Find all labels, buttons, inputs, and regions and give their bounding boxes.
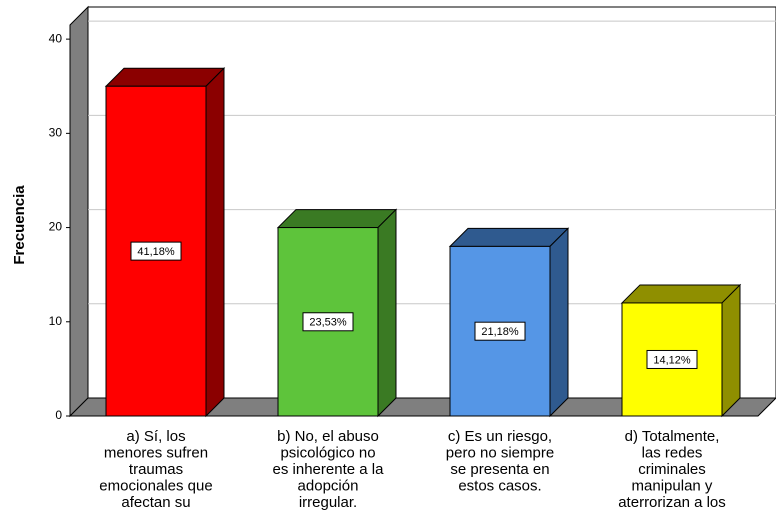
data-label-box [130,241,182,261]
x-tick-label: emocionales que [99,477,212,494]
data-label: 14,12% [653,354,691,366]
x-tick-label: menores sufren [104,444,208,461]
x-tick-label: es inherente a la [273,461,385,478]
x-tick-label: traumas [129,461,183,478]
y-tick-label: 30 [49,126,63,140]
x-tick-label: las redes [642,444,703,461]
bar-top [620,284,742,304]
data-label-box [646,349,698,369]
y-axis-label: Frecuencia [11,185,28,265]
bar-side [721,283,741,418]
x-tick-label: estos casos. [458,477,541,494]
data-label: 23,53% [309,317,347,329]
bar-top [448,227,570,247]
side-wall [69,5,89,418]
y-tick-label: 0 [55,408,62,422]
x-tick-label: adopción [298,477,359,494]
x-tick-label: manipulan y [632,477,713,494]
y-tick-label: 20 [49,220,63,234]
bar-top [104,67,226,87]
x-tick-label: psicológico no [280,444,375,461]
y-tick-label: 10 [49,314,63,328]
bar-top [276,209,398,229]
x-tick-label: aterrorizan a los [618,494,726,511]
x-tick-label: c) Es un riesgo, [448,428,552,445]
bar-side [549,227,569,418]
x-tick-label: irregular. [299,494,357,511]
x-tick-label: pero no siempre [446,444,554,461]
x-tick-label: criminales [638,461,706,478]
bar-side [205,67,225,418]
bar-side [377,208,397,418]
data-label-box [302,312,354,332]
data-label: 21,18% [481,326,519,338]
x-tick-label: b) No, el abuso [277,428,379,445]
data-label-box [474,321,526,341]
x-tick-label: a) Sí, los [126,428,185,445]
x-tick-label: afectan su [121,494,190,511]
data-label: 41,18% [137,246,175,258]
x-tick-label: se presenta en [450,461,549,478]
y-tick-label: 40 [49,31,63,45]
x-tick-label: d) Totalmente, [625,428,720,445]
